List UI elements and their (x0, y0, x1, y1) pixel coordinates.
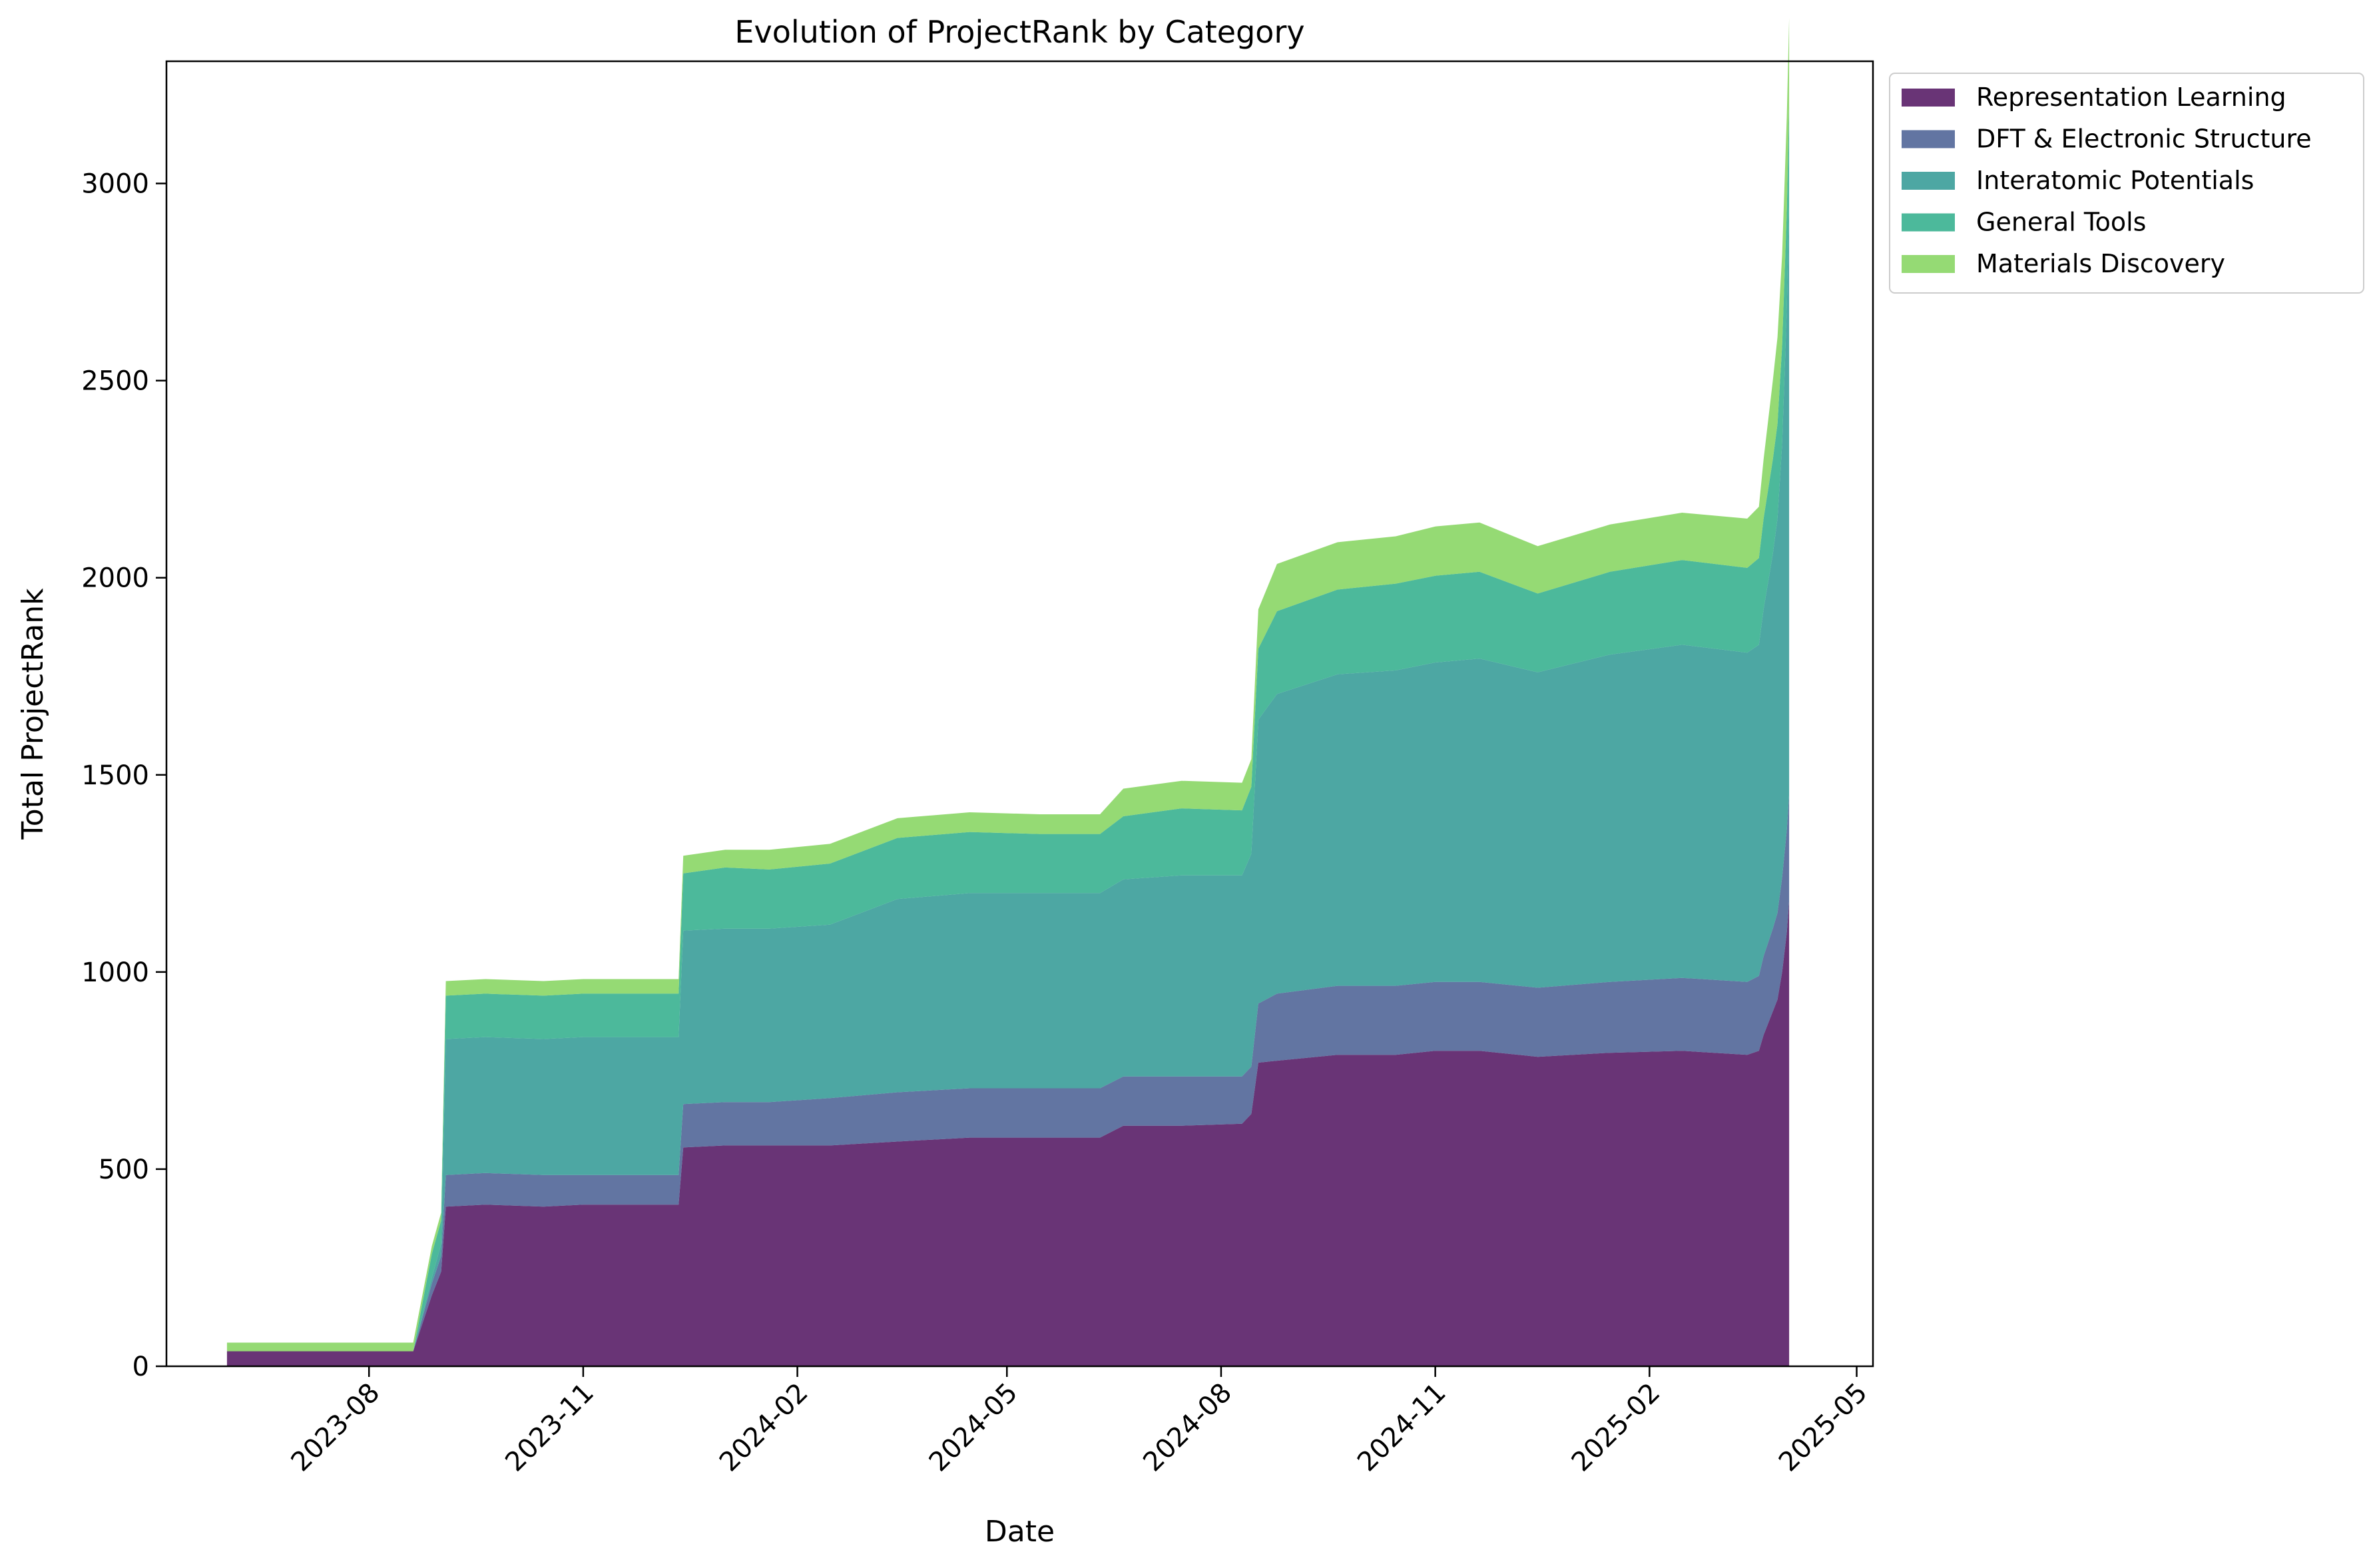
legend-box (1889, 73, 2364, 294)
x-tick-label: 2024-11 (1352, 1378, 1452, 1478)
y-axis-title: Total ProjectRank (16, 588, 50, 840)
legend-item: DFT & Electronic Structure (1902, 125, 2312, 154)
y-tick-label: 500 (99, 1155, 149, 1185)
chart-title: Evolution of ProjectRank by Category (734, 14, 1304, 50)
legend-label: Materials Discovery (1976, 249, 2225, 278)
y-tick-label: 1000 (81, 957, 149, 988)
x-tick-label: 2023-11 (499, 1378, 600, 1478)
x-tick-label: 2024-08 (1137, 1378, 1238, 1478)
legend: Representation Learning DFT & Electronic … (1889, 73, 2364, 294)
area-interatomic-potentials (226, 203, 1790, 1352)
legend-swatch (1902, 255, 1955, 273)
y-tick-label: 2500 (81, 366, 149, 397)
legend-item: Materials Discovery (1902, 249, 2225, 278)
y-axis: 0 500 1000 1500 2000 2500 3000 (81, 169, 166, 1382)
x-tick-label: 2025-02 (1566, 1378, 1667, 1478)
y-tick-label: 3000 (81, 169, 149, 200)
y-tick-label: 1500 (81, 760, 149, 791)
legend-label: General Tools (1976, 208, 2146, 237)
legend-item: General Tools (1902, 208, 2146, 237)
area-series-group (226, 17, 1790, 1366)
area-representation-learning (226, 901, 1790, 1366)
x-tick-label: 2024-05 (923, 1378, 1024, 1478)
legend-label: Representation Learning (1976, 83, 2286, 112)
x-tick-label: 2023-08 (286, 1378, 386, 1478)
x-tick-label: 2024-02 (714, 1378, 814, 1478)
legend-swatch (1902, 213, 1955, 232)
legend-label: Interatomic Potentials (1976, 166, 2254, 195)
plot-frame (165, 60, 1874, 1368)
x-axis: 2023-08 2023-11 2024-02 2024-05 2024-08 2024-… (286, 1366, 1874, 1477)
legend-swatch (1902, 89, 1955, 107)
legend-item: Representation Learning (1902, 83, 2286, 112)
y-tick-label: 0 (132, 1352, 149, 1382)
legend-item: Interatomic Potentials (1902, 166, 2254, 195)
legend-swatch (1902, 130, 1955, 148)
x-tick-label: 2025-05 (1773, 1378, 1874, 1478)
y-tick-label: 2000 (81, 563, 149, 594)
legend-swatch (1902, 172, 1955, 190)
legend-label: DFT & Electronic Structure (1976, 125, 2312, 154)
x-axis-title: Date (985, 1515, 1055, 1549)
